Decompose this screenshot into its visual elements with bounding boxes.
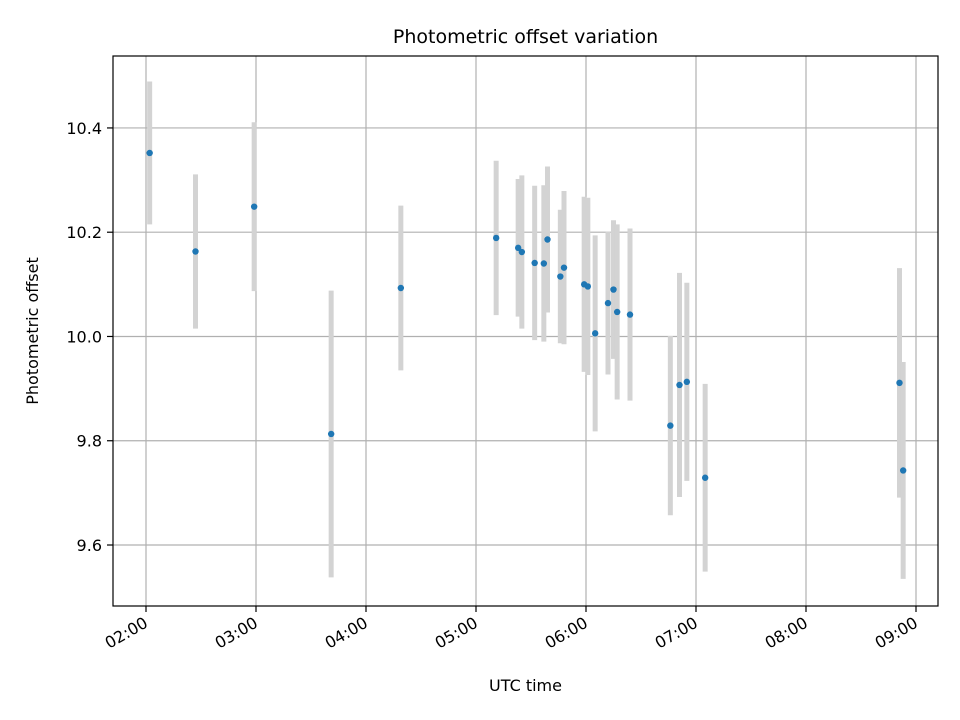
data-point	[540, 260, 548, 267]
data-point	[146, 149, 153, 157]
chart-title: Photometric offset variation	[393, 26, 658, 48]
data-point	[250, 203, 258, 210]
data-point	[676, 381, 683, 389]
data-point	[591, 330, 599, 337]
data-point	[584, 283, 592, 290]
y-tick-label: 10.4	[66, 119, 102, 138]
data-point	[557, 273, 564, 280]
y-axis-label: Photometric offset	[23, 257, 42, 405]
data-point	[192, 248, 199, 255]
data-point	[610, 286, 617, 293]
y-tick-label: 10.0	[66, 327, 102, 346]
data-point	[613, 308, 621, 316]
data-point	[492, 234, 500, 242]
data-point	[397, 284, 405, 292]
y-tick-label: 10.2	[66, 223, 102, 242]
data-point	[604, 299, 612, 307]
plot-frame	[112, 55, 939, 607]
data-points	[146, 149, 907, 481]
data-point	[518, 248, 526, 256]
data-point	[544, 236, 551, 243]
y-tick-label: 9.6	[77, 536, 102, 555]
data-point	[560, 264, 568, 271]
data-point	[683, 378, 691, 386]
data-point	[899, 467, 907, 474]
data-point	[701, 474, 709, 481]
y-tick-label: 9.8	[77, 432, 102, 451]
y-axis-ticks: 9.6 9.8 10.0 10.2 10.4	[66, 119, 113, 555]
data-point	[531, 259, 538, 267]
data-point	[514, 244, 522, 252]
x-axis-label: UTC time	[489, 676, 562, 695]
data-point	[896, 379, 903, 387]
data-point	[667, 422, 674, 429]
data-point	[327, 430, 335, 438]
data-point	[626, 311, 634, 318]
